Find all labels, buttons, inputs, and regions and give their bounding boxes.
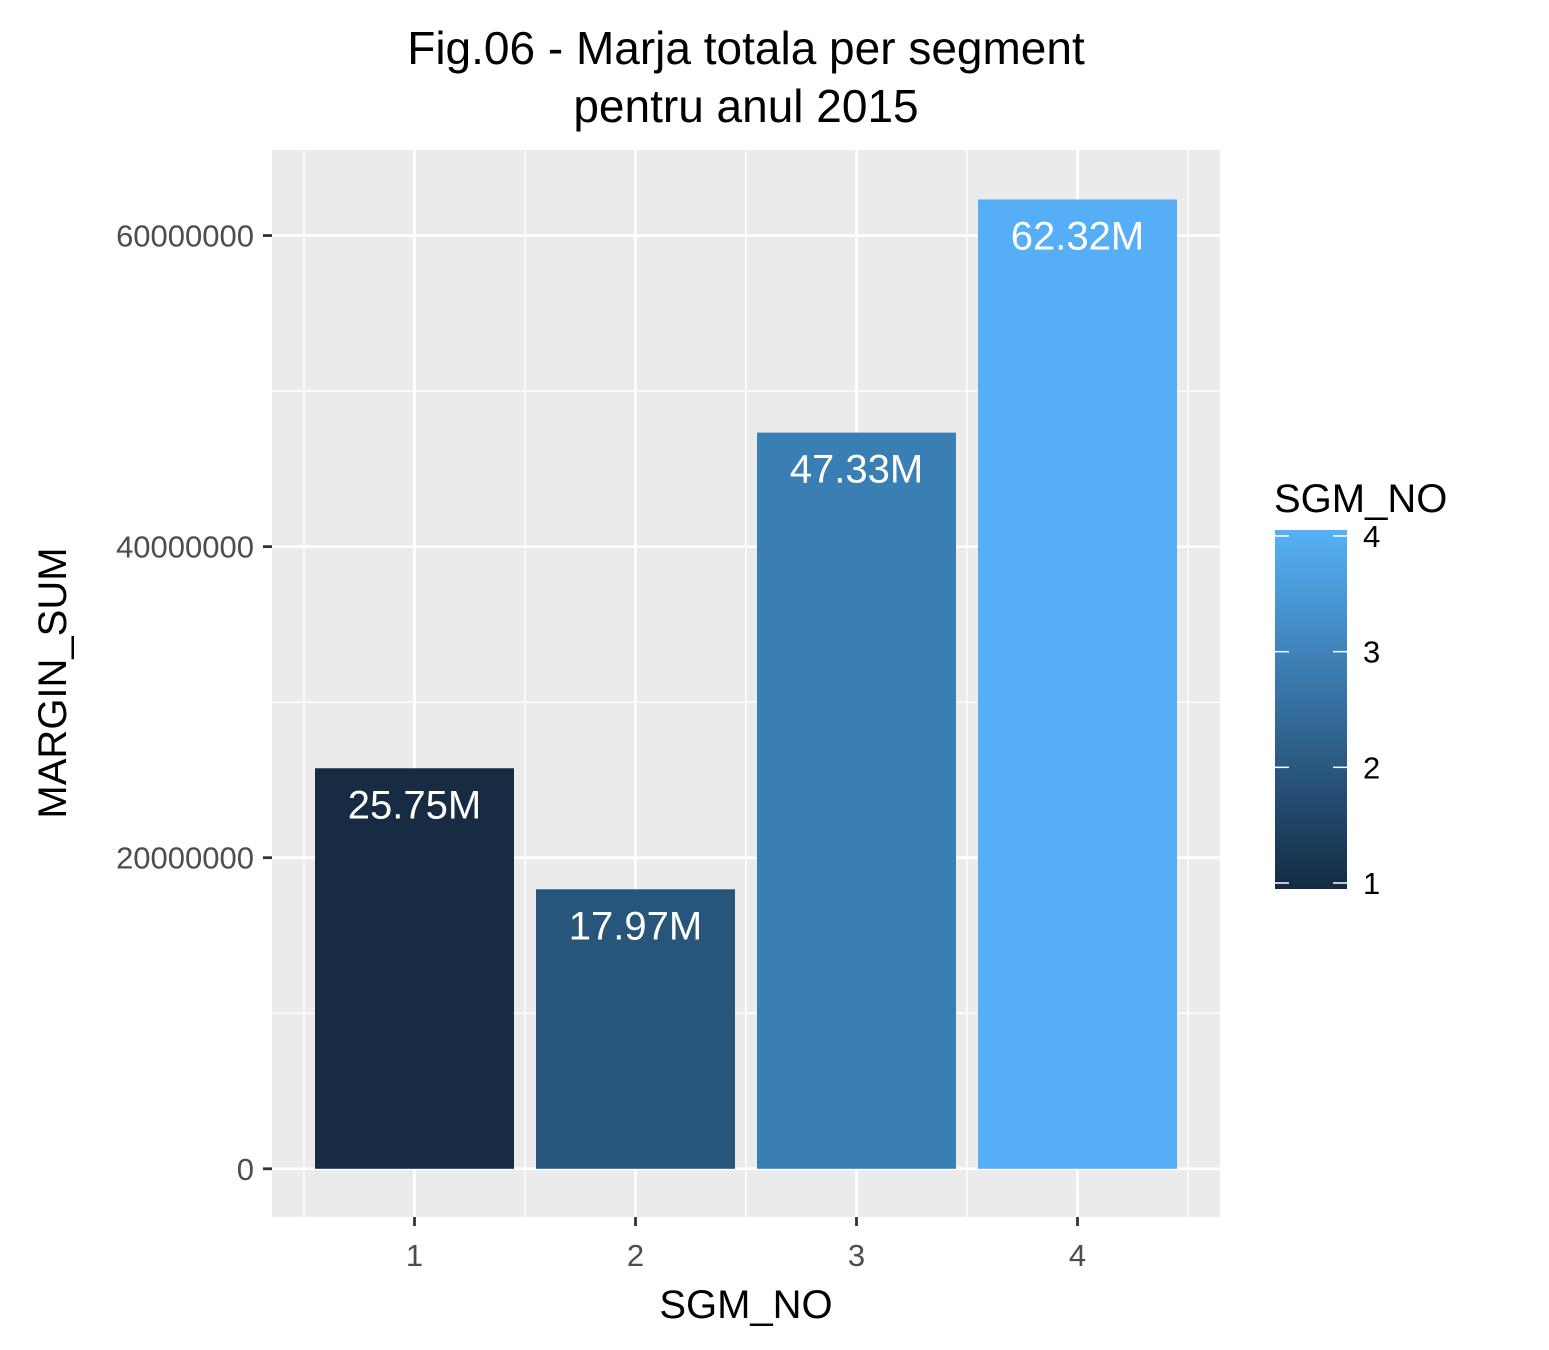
y-tick-label: 20000000 xyxy=(116,841,254,876)
chart-title-line-1: Fig.06 - Marja totala per segment xyxy=(407,22,1085,74)
x-tick-label: 4 xyxy=(1069,1238,1086,1273)
y-tick-label: 0 xyxy=(237,1152,254,1187)
y-axis: 0 20000000 40000000 60000000 xyxy=(116,219,272,1187)
bar-data-label: 25.75M xyxy=(348,783,481,827)
bars xyxy=(315,199,1177,1169)
bar xyxy=(536,889,735,1169)
x-tick-label: 2 xyxy=(627,1238,644,1273)
x-tick-label: 1 xyxy=(406,1238,423,1273)
legend-tick-label: 2 xyxy=(1363,750,1380,785)
bar xyxy=(757,432,956,1169)
x-axis-title: SGM_NO xyxy=(659,1283,832,1327)
y-tick-label: 40000000 xyxy=(116,530,254,565)
bar-data-label: 17.97M xyxy=(569,904,702,948)
bar-data-labels: 25.75M 17.97M 47.33M 62.32M xyxy=(348,214,1144,948)
bar xyxy=(315,768,514,1169)
bar-data-label: 47.33M xyxy=(790,448,923,492)
x-tick-label: 3 xyxy=(848,1238,865,1273)
legend: SGM_NO 1 2 3 4 xyxy=(1274,477,1447,901)
y-axis-title: MARGIN_SUM xyxy=(31,547,75,818)
legend-tick-label: 1 xyxy=(1363,866,1380,901)
legend-title: SGM_NO xyxy=(1274,477,1447,521)
y-tick-label: 60000000 xyxy=(116,219,254,254)
chart-title-line-2: pentru anul 2015 xyxy=(573,80,918,132)
legend-ticks: 1 2 3 4 xyxy=(1275,519,1380,901)
legend-colorbar xyxy=(1275,530,1347,889)
x-axis: 1 2 3 4 xyxy=(406,1217,1086,1273)
legend-tick-label: 4 xyxy=(1363,519,1380,554)
bar xyxy=(978,199,1177,1169)
bar-data-label: 62.32M xyxy=(1011,214,1144,258)
legend-tick-label: 3 xyxy=(1363,635,1380,670)
